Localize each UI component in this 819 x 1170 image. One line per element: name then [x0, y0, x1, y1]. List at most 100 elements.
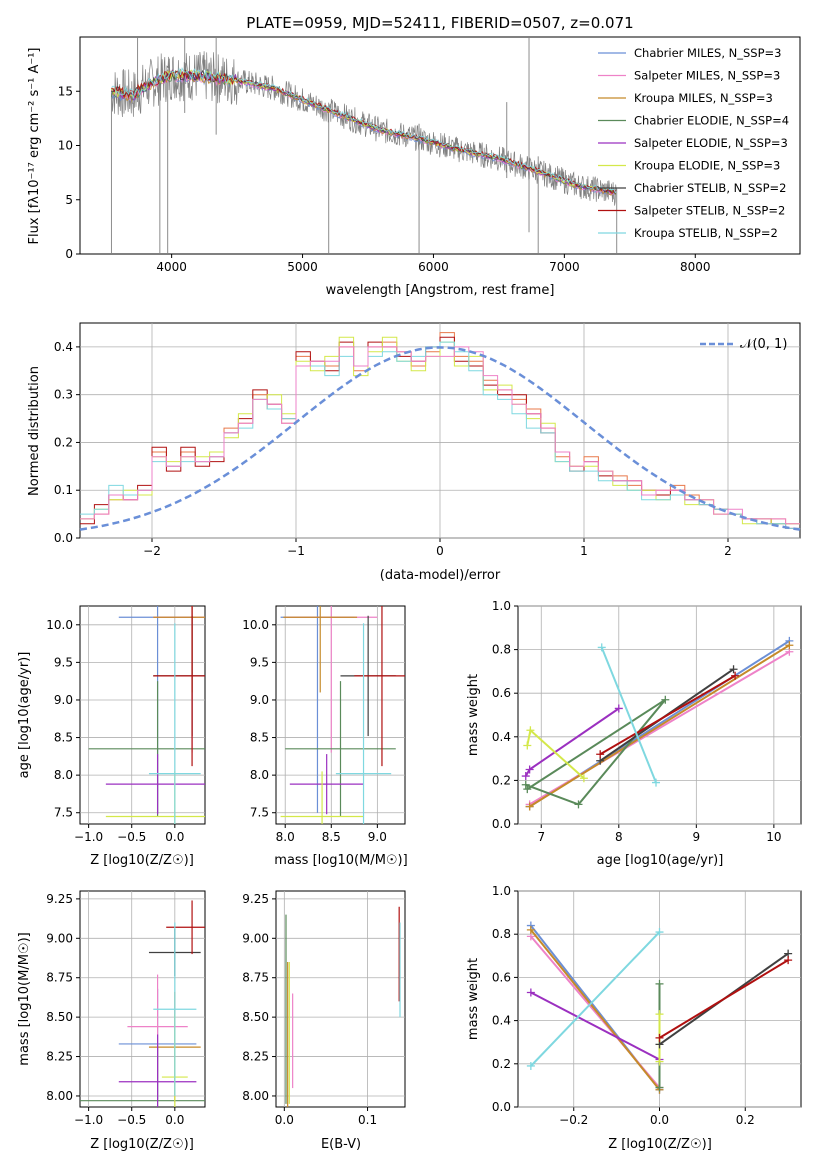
spectrum-model-line	[110, 69, 617, 196]
spectrum-model-line	[110, 72, 616, 195]
weight-vs-z-point-marker	[655, 1057, 664, 1066]
age-vs-z-xtick-label: −0.5	[117, 830, 146, 844]
weight-vs-age-frame	[517, 605, 802, 825]
residual-plot: −2 −1 0 1 2 0.0 0.1 0.2 0.3 0.4	[54, 323, 801, 558]
age-vs-mass-xtick-label: 8.0	[276, 830, 295, 844]
spectrum-model-line	[111, 68, 617, 194]
residual-ytick-label: 0.1	[54, 483, 73, 497]
weight-vs-z-xlabel: Z [log10(Z/Z☉)]	[608, 1137, 712, 1152]
weight-vs-z-point-marker	[655, 979, 664, 988]
spectrum-xtick-label: 4000	[156, 260, 187, 274]
mass-vs-z-ytick-label: 8.50	[46, 1010, 73, 1024]
age-vs-z-frame	[79, 605, 206, 825]
mass-vs-z-xtick-label: −1.0	[74, 1113, 103, 1127]
age-vs-z-xlabel: Z [log10(Z/Z☉)]	[90, 853, 194, 868]
weight-vs-age-series-line	[599, 674, 736, 756]
residual-legend: 𝒩(0, 1)	[700, 337, 787, 352]
weight-vs-z-plot: −0.2 0.0 0.2 0.0 0.2 0.4 0.6 0.8 1.0	[492, 884, 801, 1127]
mass-vs-z-xtick-label: 0.0	[165, 1113, 184, 1127]
weight-vs-z-ytick-label: 0.4	[492, 1014, 511, 1028]
weight-vs-age-xlabel: age [log10(age/yr)]	[597, 853, 724, 868]
age-vs-z-xtick-label: 0.0	[165, 830, 184, 844]
weight-vs-age-ytick-label: 0.6	[492, 686, 511, 700]
age-vs-mass-ytick-label: 8.0	[250, 768, 269, 782]
age-vs-z-plot: −1.0 −0.5 0.0 7.5 8.0 8.5 9.0 9.5 10.0	[46, 606, 205, 844]
spectrum-model-line	[110, 69, 616, 196]
mass-vs-ebv-ytick-label: 8.25	[242, 1050, 269, 1064]
mass-vs-z-xlabel: Z [log10(Z/Z☉)]	[90, 1137, 194, 1152]
spectrum-panel: 4000 5000 6000 7000 8000 0 5 10 15 wavelength [A…	[27, 36, 801, 298]
weight-vs-age-point-marker	[652, 778, 661, 787]
weight-vs-age-plot: 7 8 9 10 0.0 0.2 0.4 0.6 0.8 1.0	[492, 599, 801, 844]
weight-vs-age-ytick-label: 0.4	[492, 730, 511, 744]
spectrum-legend-label: Salpeter MILES, N_SSP=3	[634, 69, 780, 83]
age-vs-mass-xtick-label: 8.5	[322, 830, 341, 844]
weight-vs-age-ytick-label: 0.0	[492, 817, 511, 831]
spectrum-ytick-label: 15	[58, 84, 73, 98]
age-vs-mass-ytick-label: 9.0	[250, 693, 269, 707]
spectrum-legend-label: Kroupa STELIB, N_SSP=2	[634, 226, 778, 240]
weight-vs-age-point-marker	[597, 643, 606, 652]
age-vs-z-ytick-label: 8.0	[54, 768, 73, 782]
spectrum-model-line	[111, 67, 617, 194]
residual-ytick-label: 0.3	[54, 388, 73, 402]
spectrum-ytick-label: 5	[65, 193, 73, 207]
age-vs-mass-ytick-label: 10.0	[242, 618, 269, 632]
mass-vs-z-ylabel: mass [log10(M/M☉)]	[17, 932, 32, 1065]
age-vs-z-ytick-label: 9.5	[54, 655, 73, 669]
mass-vs-z-ytick-label: 9.00	[46, 931, 73, 945]
spectrum-ytick-label: 0	[65, 247, 73, 261]
weight-vs-age-point-marker	[525, 802, 534, 811]
weight-vs-age-xtick-label: 10	[766, 830, 781, 844]
weight-vs-age-point-marker	[574, 800, 583, 809]
residual-ytick-label: 0.2	[54, 435, 73, 449]
weight-vs-age-point-marker	[526, 726, 535, 735]
spectrum-legend-label: Salpeter STELIB, N_SSP=2	[634, 204, 785, 218]
mass-vs-z-ytick-label: 8.75	[46, 971, 73, 985]
weight-vs-z-xtick-label: −0.2	[559, 1113, 588, 1127]
weight-vs-age-point-marker	[523, 785, 532, 794]
weight-vs-age-point-marker	[525, 765, 534, 774]
weight-vs-age-point-marker	[661, 695, 670, 704]
spectrum-xtick-label: 8000	[680, 260, 711, 274]
mass-vs-ebv-ytick-label: 9.00	[242, 931, 269, 945]
age-vs-mass-plot: 8.0 8.5 9.0 7.5 8.0 8.5 9.0 9.5 10.0	[242, 606, 405, 844]
weight-vs-z-point-marker	[526, 925, 535, 934]
weight-vs-z-point-marker	[655, 1083, 664, 1092]
residual-xtick-label: −1	[287, 544, 305, 558]
weight-vs-z-xtick-label: 0.0	[650, 1113, 669, 1127]
weight-vs-age-xtick-label: 7	[537, 830, 545, 844]
weight-vs-z-ytick-label: 0.6	[492, 970, 511, 984]
mass-vs-z-ytick-label: 9.25	[46, 892, 73, 906]
weight-vs-age-series-line	[525, 698, 667, 806]
residual-xtick-label: 2	[724, 544, 732, 558]
weight-vs-z-point-marker	[655, 1010, 664, 1019]
spectrum-legend-label: Kroupa MILES, N_SSP=3	[634, 91, 773, 105]
mass-vs-z-frame	[79, 890, 206, 1108]
mass-vs-ebv-frame	[275, 890, 406, 1108]
mass-vs-ebv-xtick-label: 0.1	[358, 1113, 377, 1127]
mass-vs-z-xtick-label: −0.5	[117, 1113, 146, 1127]
weight-vs-age-xtick-label: 9	[693, 830, 701, 844]
spectrum-xtick-label: 7000	[549, 260, 580, 274]
mass-vs-ebv-ytick-label: 8.00	[242, 1089, 269, 1103]
spectrum-legend-label: Salpeter ELODIE, N_SSP=3	[634, 136, 788, 150]
mass-vs-ebv-plot: 0.0 0.1 8.00 8.25 8.50 8.75 9.00 9.25	[242, 891, 405, 1127]
residual-xtick-label: 1	[580, 544, 588, 558]
residual-ytick-label: 0.0	[54, 531, 73, 545]
residual-ytick-label: 0.4	[54, 340, 73, 354]
age-vs-z-ytick-label: 10.0	[46, 618, 73, 632]
weight-vs-z-point-marker	[784, 956, 793, 965]
age-vs-mass-xtick-label: 9.0	[368, 830, 387, 844]
age-vs-mass-panel: 8.0 8.5 9.0 7.5 8.0 8.5 9.0 9.5 10.0 mass [log10…	[242, 605, 408, 868]
residual-histogram-step	[80, 346, 800, 525]
weight-vs-z-point-marker	[526, 1061, 535, 1070]
mass-vs-z-ytick-label: 8.00	[46, 1089, 73, 1103]
weight-vs-age-point-marker	[521, 772, 530, 781]
spectrum-xlabel: wavelength [Angstrom, rest frame]	[326, 283, 555, 298]
weight-vs-z-ytick-label: 1.0	[492, 884, 511, 898]
weight-vs-age-point-marker	[579, 774, 588, 783]
weight-vs-age-point-marker	[521, 780, 530, 789]
spectrum-model-line	[110, 70, 617, 196]
weight-vs-age-point-marker	[596, 750, 605, 759]
